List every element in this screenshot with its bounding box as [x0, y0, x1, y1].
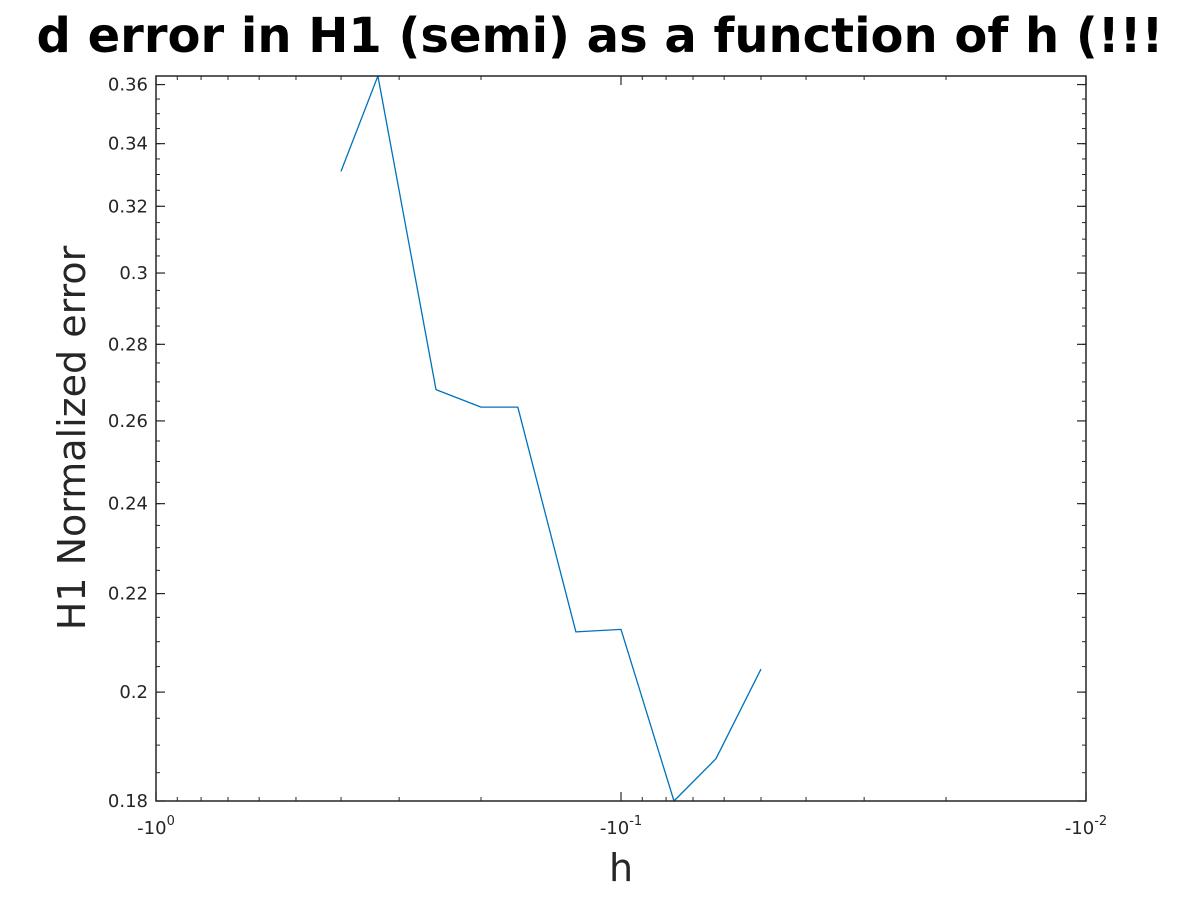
- series-line: [340, 75, 762, 802]
- y-tick-label: 0.36: [108, 75, 148, 96]
- x-tick-label: -10-1: [600, 814, 642, 839]
- y-tick-label: 0.28: [108, 334, 148, 355]
- x-tick-label: -10-2: [1065, 814, 1107, 839]
- x-tick-labels: -100 -10-1 -10-2: [137, 814, 1107, 839]
- y-tick-label: 0.22: [108, 584, 148, 605]
- y-tick-label: 0.26: [108, 411, 148, 432]
- y-tick-label: 0.34: [108, 134, 148, 155]
- minor-ticks: [156, 76, 1086, 802]
- y-tick-label: 0.2: [119, 682, 148, 703]
- plot-area-frame: [155, 75, 1087, 802]
- major-ticks: [155, 76, 1087, 802]
- x-axis-label: h: [609, 846, 633, 890]
- y-axis-label: H1 Normalized error: [50, 245, 94, 630]
- y-tick-label: 0.18: [108, 791, 148, 812]
- x-tick-label: -100: [137, 814, 175, 839]
- y-tick-label: 0.24: [108, 494, 148, 515]
- y-tick-labels: 0.18 0.2 0.22 0.24 0.26 0.28 0.3 0.32 0.34 0.36: [108, 75, 148, 812]
- chart-title: d error in H1 (semi) as a function of h …: [36, 8, 1164, 64]
- y-tick-label: 0.3: [119, 263, 148, 284]
- series-layer: [340, 75, 762, 802]
- y-tick-label: 0.32: [108, 196, 148, 217]
